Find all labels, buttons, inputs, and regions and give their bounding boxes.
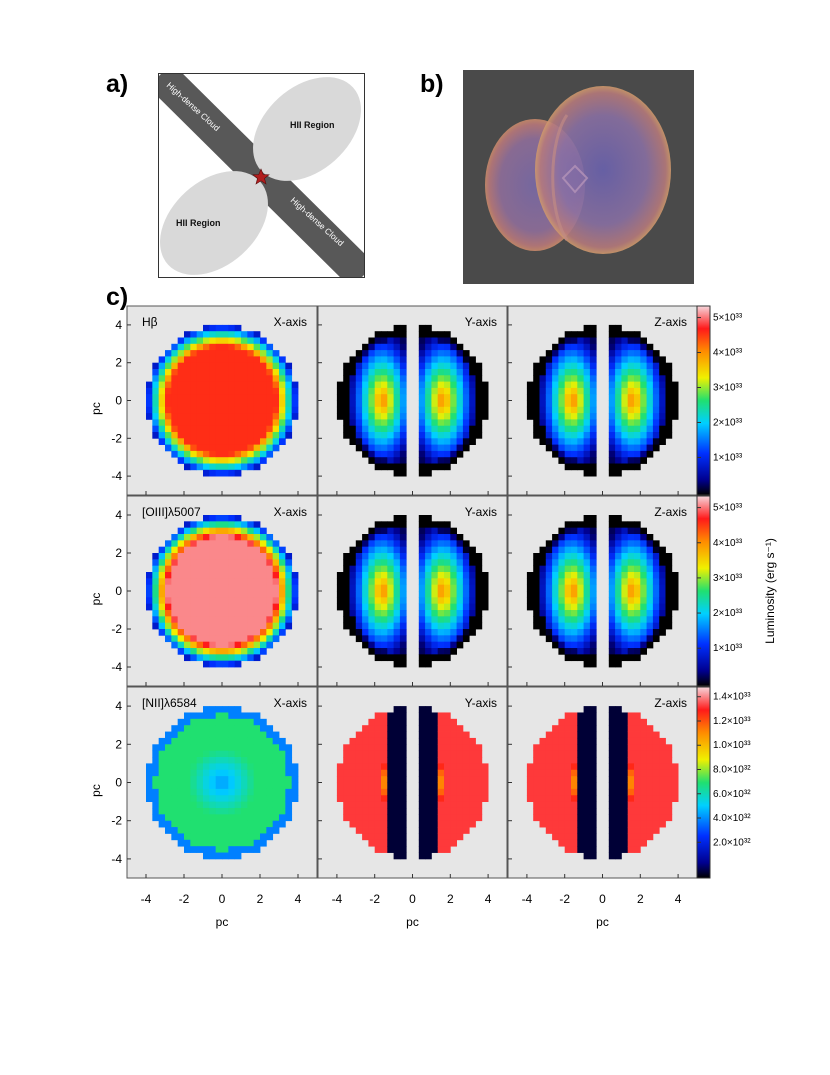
- x-axis-title: pc: [406, 915, 419, 929]
- map-axis-label: Y-axis: [465, 315, 497, 329]
- colorbar-r0: [696, 305, 711, 496]
- colorbar-tick-label: 3×10³³: [713, 382, 743, 393]
- map-panel-r1-c1: [317, 495, 508, 687]
- hii-region-upper: [253, 77, 361, 181]
- colorbar-r1: [696, 495, 711, 687]
- y-tick-label: 4: [115, 508, 122, 522]
- x-tick-label: -2: [369, 892, 380, 906]
- emission-line-label: [OIII]λ5007: [142, 505, 201, 519]
- emission-line-label: Hβ: [142, 315, 158, 329]
- colorbar-tick-label: 2×10³³: [713, 608, 743, 619]
- x-tick-label: -2: [559, 892, 570, 906]
- x-tick-label: 2: [447, 892, 454, 906]
- map-panel-r0-c1: [317, 305, 508, 496]
- map-axis-label: Z-axis: [654, 315, 687, 329]
- emission-line-label: [NII]λ6584: [142, 696, 197, 710]
- colorbar-tick-label: 4.0×10³²: [713, 813, 751, 824]
- map-panel-r2-c2: [507, 686, 698, 879]
- x-tick-label: 0: [219, 892, 226, 906]
- map-axis-label: X-axis: [274, 315, 307, 329]
- y-tick-label: 2: [115, 546, 122, 560]
- panel-label-a: a): [106, 70, 129, 98]
- colorbar-tick-label: 4×10³³: [713, 348, 743, 359]
- colorbar-tick-label: 1×10³³: [713, 643, 743, 654]
- map-panel-r1-c0: [126, 495, 318, 687]
- x-axis-title: pc: [216, 915, 229, 929]
- colorbar-tick-label: 1.2×10³³: [713, 716, 751, 727]
- map-panel-r0-c2: [507, 305, 698, 496]
- map-axis-label: Z-axis: [654, 505, 687, 519]
- x-tick-label: 4: [675, 892, 682, 906]
- hii-label-upper: HII Region: [290, 120, 335, 130]
- colorbar-title: Luminosity (erg s⁻¹): [763, 538, 777, 644]
- x-tick-label: 2: [637, 892, 644, 906]
- colorbar-tick-label: 6.0×10³²: [713, 789, 751, 800]
- shell-right: [535, 86, 671, 254]
- y-tick-label: 0: [115, 584, 122, 598]
- y-tick-label: 0: [115, 394, 122, 408]
- x-tick-label: 4: [485, 892, 492, 906]
- hii-region-lower: [160, 171, 268, 275]
- volume-render: [463, 70, 694, 284]
- map-panel-r2-c0: [126, 686, 318, 879]
- map-axis-label: X-axis: [274, 696, 307, 710]
- colorbar-tick-label: 2.0×10³²: [713, 837, 751, 848]
- y-tick-label: -4: [111, 660, 122, 674]
- y-axis-title: pc: [89, 593, 103, 606]
- x-tick-label: 4: [295, 892, 302, 906]
- y-tick-label: 0: [115, 776, 122, 790]
- x-tick-label: 0: [409, 892, 416, 906]
- hii-label-lower: HII Region: [176, 218, 221, 228]
- colorbar-tick-label: 8.0×10³²: [713, 765, 751, 776]
- map-panel-r2-c1: [317, 686, 508, 879]
- colorbar-tick-label: 4×10³³: [713, 538, 743, 549]
- x-tick-label: -4: [141, 892, 152, 906]
- map-axis-label: Z-axis: [654, 696, 687, 710]
- y-tick-label: 2: [115, 356, 122, 370]
- panel-label-c: c): [106, 283, 129, 311]
- colorbar-tick-label: 5×10³³: [713, 313, 743, 324]
- y-tick-label: -4: [111, 852, 122, 866]
- y-tick-label: -2: [111, 622, 122, 636]
- map-axis-label: X-axis: [274, 505, 307, 519]
- x-tick-label: -4: [332, 892, 343, 906]
- y-tick-label: 4: [115, 318, 122, 332]
- x-tick-label: 2: [257, 892, 264, 906]
- colorbar-tick-label: 1×10³³: [713, 452, 743, 463]
- x-tick-label: -4: [522, 892, 533, 906]
- colorbar-r2: [696, 686, 711, 879]
- map-axis-label: Y-axis: [465, 505, 497, 519]
- colorbar-tick-label: 1.0×10³³: [713, 740, 751, 751]
- y-axis-title: pc: [89, 784, 103, 797]
- y-tick-label: -4: [111, 469, 122, 483]
- colorbar-tick-label: 2×10³³: [713, 417, 743, 428]
- map-axis-label: Y-axis: [465, 696, 497, 710]
- colorbar-tick-label: 5×10³³: [713, 503, 743, 514]
- y-axis-title: pc: [89, 402, 103, 415]
- y-tick-label: 2: [115, 737, 122, 751]
- y-tick-label: 4: [115, 699, 122, 713]
- y-tick-label: -2: [111, 431, 122, 445]
- colorbar-tick-label: 3×10³³: [713, 573, 743, 584]
- x-tick-label: 0: [599, 892, 606, 906]
- star-icon: [252, 168, 270, 185]
- schematic-diagram: High-dense Cloud High-dense Cloud HII Re…: [158, 73, 365, 278]
- x-axis-title: pc: [596, 915, 609, 929]
- panel-label-b: b): [420, 70, 444, 98]
- map-panel-r0-c0: [126, 305, 318, 496]
- map-panel-r1-c2: [507, 495, 698, 687]
- colorbar-tick-label: 1.4×10³³: [713, 692, 751, 703]
- y-tick-label: -2: [111, 814, 122, 828]
- x-tick-label: -2: [179, 892, 190, 906]
